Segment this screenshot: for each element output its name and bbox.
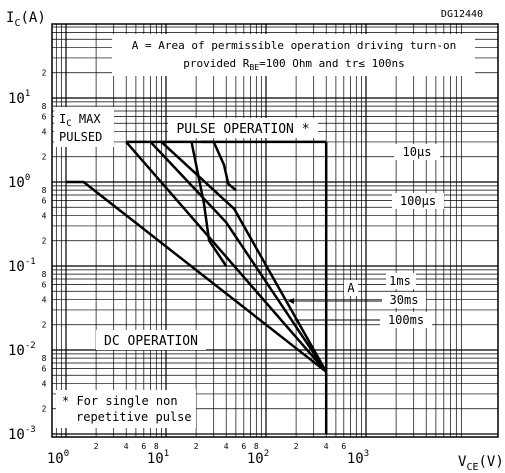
x-minor-tick-label: 8 bbox=[154, 442, 159, 451]
label-1ms-box bbox=[386, 273, 416, 289]
footnote-line1: * For single non bbox=[62, 394, 178, 408]
figure-id: DG12440 bbox=[441, 9, 483, 20]
y-minor-tick-label: 2 bbox=[42, 69, 47, 78]
label-100ms-box bbox=[380, 312, 432, 328]
x-minor-tick-label: 2 bbox=[94, 442, 99, 451]
label-30ms-box bbox=[382, 292, 426, 308]
footnote-box bbox=[56, 390, 196, 428]
x-minor-tick-label: 6 bbox=[341, 442, 346, 451]
x-minor-tick-label: 6 bbox=[241, 442, 246, 451]
area-label: A bbox=[347, 281, 355, 295]
soa-curve bbox=[202, 140, 237, 192]
label-100ms: 100ms bbox=[388, 313, 424, 327]
icmax-label-line2: PULSED bbox=[59, 130, 102, 144]
x-minor-tick-label: 4 bbox=[124, 442, 129, 451]
region-note-line1: A = Area of permissible operation drivin… bbox=[132, 39, 457, 52]
icmax-box bbox=[54, 107, 114, 147]
y-minor-tick-label: 2 bbox=[42, 405, 47, 414]
plot-frame bbox=[51, 23, 499, 438]
y-minor-tick-label: 2 bbox=[42, 321, 47, 330]
soa-curve bbox=[190, 141, 228, 267]
x-tick-label: 102 bbox=[247, 449, 269, 467]
y-minor-tick-label: 4 bbox=[42, 211, 47, 220]
y-minor-tick-label: 2 bbox=[42, 153, 47, 162]
y-minor-tick-label: 4 bbox=[42, 127, 47, 136]
label-1ms: 1ms bbox=[389, 274, 411, 288]
y-minor-tick-label: 2 bbox=[42, 237, 47, 246]
y-minor-tick-label: 6 bbox=[42, 365, 47, 374]
label-100us: 100µs bbox=[400, 194, 436, 208]
x-minor-tick-label: 2 bbox=[194, 442, 199, 451]
x-tick-label: 100 bbox=[47, 449, 69, 467]
soa-boundaries bbox=[126, 140, 328, 434]
y-minor-tick-label: 4 bbox=[42, 379, 47, 388]
x-tick-label: 103 bbox=[347, 449, 369, 467]
y-tick-label: 10-1 bbox=[8, 257, 36, 275]
y-tick-label: 10-2 bbox=[8, 341, 36, 359]
y-minor-tick-label: 6 bbox=[42, 197, 47, 206]
region-note-line2: provided RBE=100 Ohm and tr≤ 100ns bbox=[183, 57, 405, 72]
pulse-op-box bbox=[168, 118, 318, 138]
label-30ms-arrow bbox=[288, 298, 294, 304]
y-minor-tick-label: 6 bbox=[42, 113, 47, 122]
label-10us: 10µs bbox=[403, 145, 432, 159]
region-note-box bbox=[112, 34, 475, 76]
y-minor-tick-label: 8 bbox=[42, 102, 47, 111]
dc-op-box bbox=[96, 330, 206, 350]
x-minor-tick-label: 8 bbox=[254, 442, 259, 451]
x-minor-tick-label: 2 bbox=[294, 442, 299, 451]
label-100us-box bbox=[392, 193, 444, 209]
y-tick-label: 10-3 bbox=[8, 425, 36, 443]
soa-curve bbox=[160, 140, 328, 373]
y-minor-tick-label: 8 bbox=[42, 354, 47, 363]
label-30ms: 30ms bbox=[390, 293, 419, 307]
y-minor-tick-label: 8 bbox=[42, 270, 47, 279]
plot-grid bbox=[52, 24, 498, 437]
y-minor-tick-label: 8 bbox=[42, 186, 47, 195]
footnote-line2: repetitive pulse bbox=[76, 410, 192, 424]
y-axis-label: IC(A) bbox=[6, 10, 46, 29]
x-minor-tick-label: 4 bbox=[224, 442, 229, 451]
pulse-operation-label: PULSE OPERATION * bbox=[176, 122, 309, 137]
icmax-label-line1: IC MAX bbox=[59, 112, 101, 129]
y-tick-label: 101 bbox=[8, 89, 30, 107]
label-10us-box bbox=[394, 144, 440, 160]
y-tick-label: 100 bbox=[8, 173, 30, 191]
soa-curve bbox=[66, 180, 327, 373]
x-minor-tick-label: 4 bbox=[324, 442, 329, 451]
soa-curves bbox=[66, 140, 328, 373]
x-axis-label: VCE(V) bbox=[458, 454, 504, 473]
y-minor-tick-label: 4 bbox=[42, 295, 47, 304]
x-tick-label: 101 bbox=[147, 449, 169, 467]
area-label-box bbox=[344, 280, 358, 296]
dc-operation-label: DC OPERATION bbox=[104, 334, 198, 349]
y-minor-tick-label: 6 bbox=[42, 281, 47, 290]
soa-curve bbox=[149, 141, 328, 373]
soa-curve bbox=[125, 141, 328, 373]
x-minor-tick-label: 6 bbox=[141, 442, 146, 451]
